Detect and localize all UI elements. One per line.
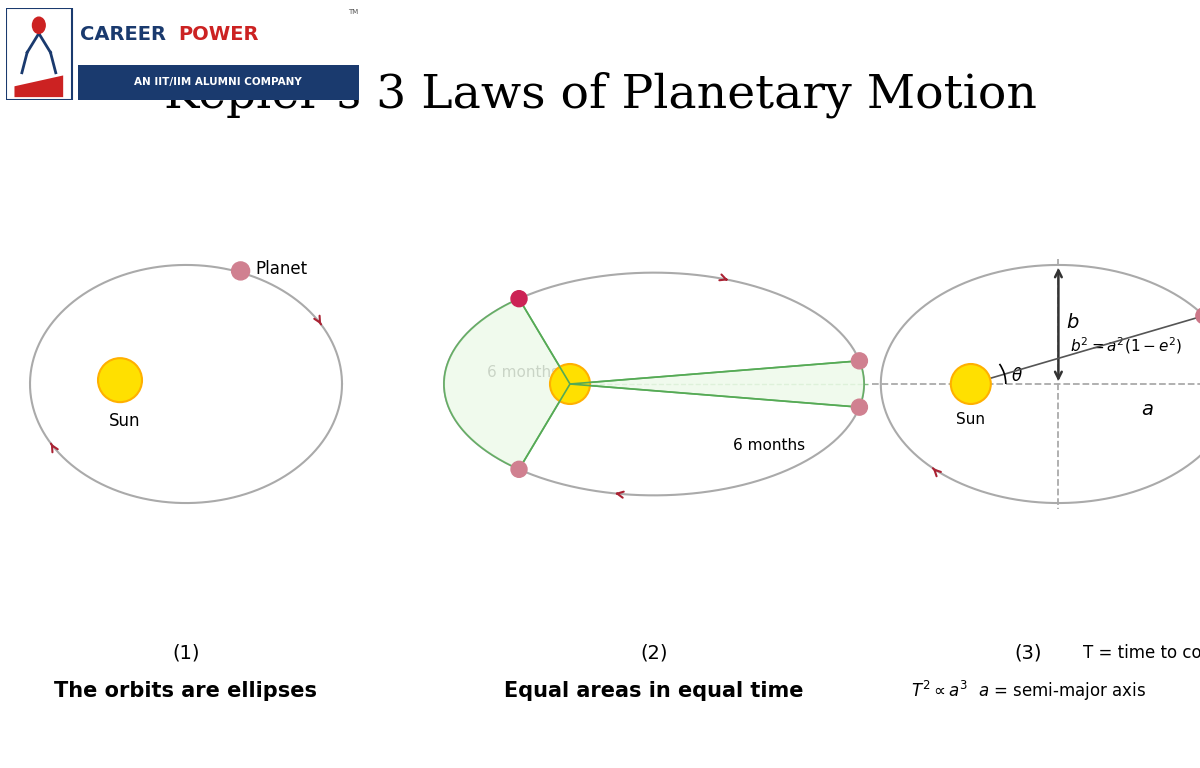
Text: POWER: POWER [179,25,259,45]
Circle shape [511,291,527,306]
Circle shape [1196,308,1200,324]
Circle shape [511,462,527,477]
Text: (2): (2) [641,644,667,662]
Bar [78,65,359,100]
Text: T = time to complete orbit: T = time to complete orbit [1084,644,1200,662]
Circle shape [852,353,868,369]
Text: $a$: $a$ [1141,400,1153,419]
Text: 6 months: 6 months [487,366,559,380]
Text: $b^2 = a^2(1-e^2)$: $b^2 = a^2(1-e^2)$ [1070,336,1183,356]
Text: 6 months: 6 months [733,438,805,453]
Text: Equal areas in equal time: Equal areas in equal time [504,681,804,701]
Circle shape [950,364,991,404]
Text: The orbits are ellipses: The orbits are ellipses [54,681,318,701]
Text: $\theta$: $\theta$ [1010,367,1022,385]
Text: Sun: Sun [109,412,140,430]
Bar [6,8,72,100]
Text: (1): (1) [173,644,199,662]
Circle shape [550,364,590,404]
Circle shape [852,399,868,415]
Polygon shape [570,361,864,407]
Polygon shape [444,299,570,469]
Polygon shape [14,75,64,97]
Text: CAREER: CAREER [80,25,166,45]
Text: $T^2 \propto a^3$  $a$ = semi-major axis: $T^2 \propto a^3$ $a$ = semi-major axis [911,679,1146,703]
Text: Planet: Planet [256,260,307,278]
Text: AN IIT/IIM ALUMNI COMPANY: AN IIT/IIM ALUMNI COMPANY [134,78,301,88]
Text: Kepler’s 3 Laws of Planetary Motion: Kepler’s 3 Laws of Planetary Motion [163,71,1037,118]
Circle shape [32,17,46,34]
Circle shape [98,358,142,402]
Text: Sun: Sun [956,412,985,427]
Circle shape [232,262,250,280]
Text: TM: TM [348,9,359,15]
Text: $b$: $b$ [1067,313,1080,332]
Text: (3): (3) [1015,644,1042,662]
